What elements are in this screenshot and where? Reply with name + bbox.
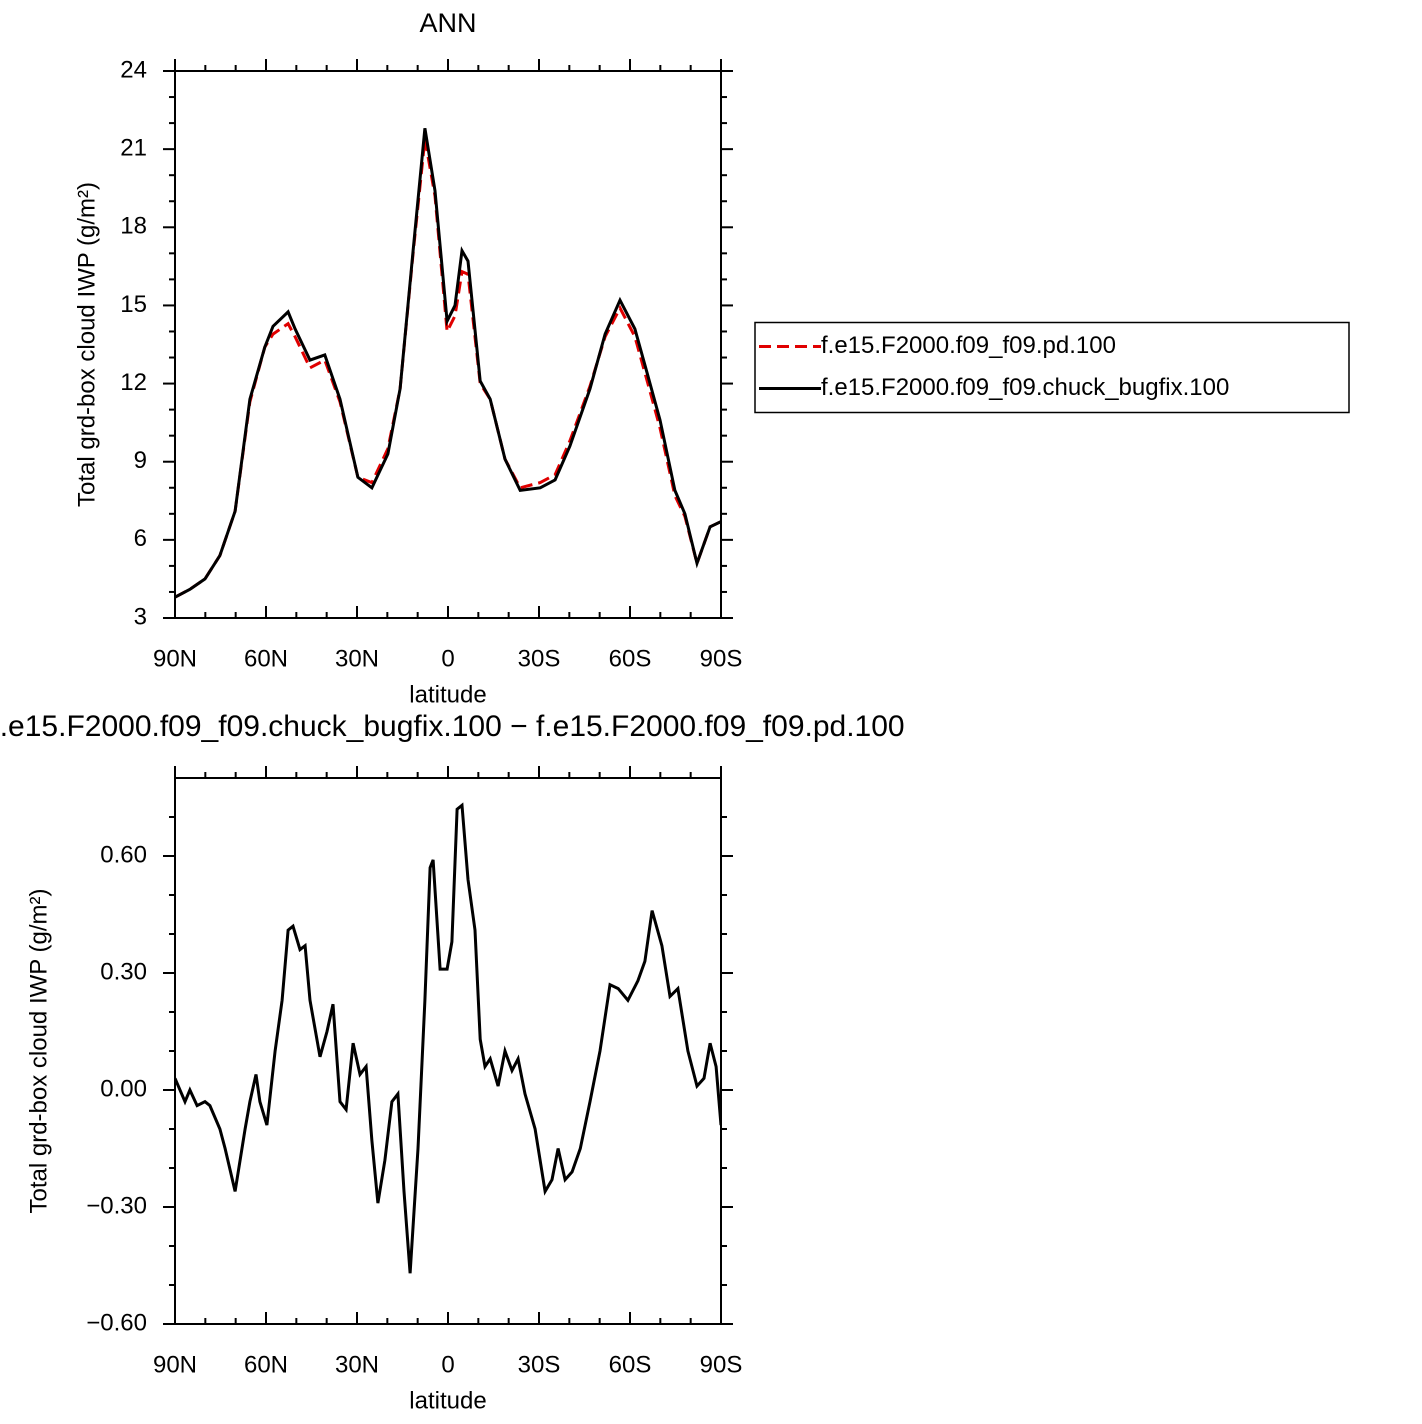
x-tick-label: 0 — [441, 645, 454, 672]
legend-label: f.e15.F2000.f09_f09.chuck_bugfix.100 — [821, 374, 1229, 401]
x-tick-label: 60N — [244, 1351, 288, 1378]
y-tick-label: 3 — [134, 603, 147, 630]
x-axis-label: latitude — [409, 1387, 486, 1414]
chart-title: f.e15.F2000.f09_f09.chuck_bugfix.100 − f… — [0, 710, 905, 743]
x-tick-label: 90N — [153, 1351, 197, 1378]
y-tick-label: 18 — [120, 213, 147, 240]
y-tick-label: 12 — [120, 369, 147, 396]
plot-frame — [174, 777, 722, 1325]
y-tick-label: 15 — [120, 291, 147, 318]
y-tick-label: −0.30 — [86, 1192, 147, 1219]
x-tick-label: 30N — [335, 1351, 379, 1378]
y-tick-label: 24 — [120, 56, 147, 83]
x-tick-label: 60S — [609, 645, 652, 672]
series-line — [175, 138, 721, 599]
x-axis-label: latitude — [409, 681, 486, 708]
y-tick-label: −0.60 — [86, 1309, 147, 1336]
y-tick-label: 0.00 — [100, 1075, 147, 1102]
chart-title: ANN — [419, 8, 476, 38]
x-tick-label: 30N — [335, 645, 379, 672]
x-tick-label: 90S — [700, 1351, 743, 1378]
series-line — [175, 802, 721, 1274]
legend-box — [754, 321, 1350, 414]
x-tick-label: 90N — [153, 645, 197, 672]
legend-label: f.e15.F2000.f09_f09.pd.100 — [821, 332, 1116, 359]
x-tick-label: 30S — [518, 1351, 561, 1378]
plot-frame — [174, 70, 722, 619]
x-tick-label: 60S — [609, 1351, 652, 1378]
y-axis-label: Total grd-box cloud IWP (g/m²) — [25, 889, 52, 1214]
y-tick-label: 0.30 — [100, 958, 147, 985]
x-tick-label: 90S — [700, 645, 743, 672]
x-tick-label: 60N — [244, 645, 288, 672]
x-tick-label: 30S — [518, 645, 561, 672]
y-axis-label: Total grd-box cloud IWP (g/m²) — [73, 182, 100, 507]
y-tick-label: 6 — [134, 525, 147, 552]
y-tick-label: 0.60 — [100, 841, 147, 868]
y-tick-label: 9 — [134, 447, 147, 474]
series-line — [175, 128, 721, 599]
x-tick-label: 0 — [441, 1351, 454, 1378]
y-tick-label: 21 — [120, 134, 147, 161]
